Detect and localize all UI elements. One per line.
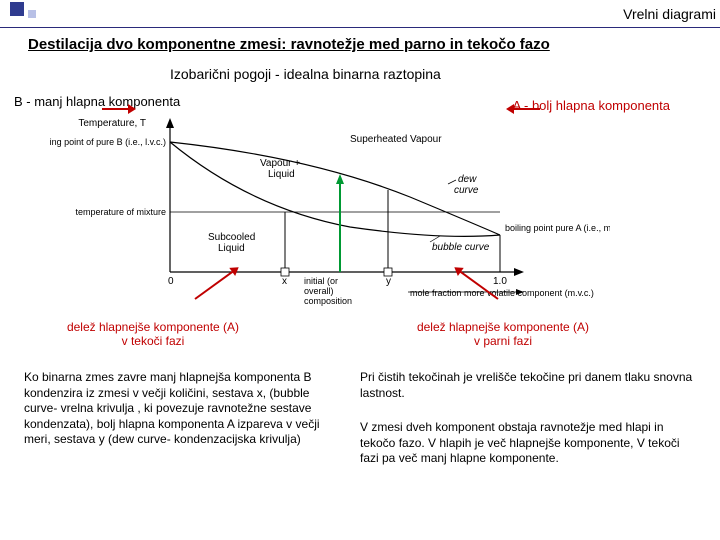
mvc-label: mole fraction more volatile component (m… [410,288,594,298]
subtitle: Izobarični pogoji - idealna binarna razt… [170,66,441,82]
header-bullet-light [28,10,36,18]
annotation-right: delež hlapnejše komponente (A) v parni f… [398,320,608,348]
axis-y: y [386,276,391,287]
header-bullet-dark [10,2,24,16]
paragraph-left: Ko binarna zmes zavre manj hlapnejša kom… [24,370,334,448]
header-bar: Vrelni diagrami [0,0,720,28]
t-mixture-label: temperature of mixture [75,207,166,217]
bubble-curve-label: bubble curve [432,242,490,253]
subcooled-label: Subcooled Liquid [208,232,258,254]
main-title: Destilacija dvo komponentne zmesi: ravno… [28,36,550,53]
annotation-right-l1: delež hlapnejše komponente (A) v parni f… [417,320,589,348]
initial-composition-label: initial (or overall) composition [304,276,352,306]
page-title: Vrelni diagrami [623,6,716,22]
axis-one: 1.0 [493,276,507,287]
annotation-left-l1: delež hlapnejše komponente (A) v tekoči … [67,320,239,348]
phase-diagram: Temperature, T boiling point of pure B (… [50,112,610,307]
arrow-to-a-icon [512,108,540,110]
axis-x: x [282,276,287,287]
bp-b-label: boiling point of pure B (i.e., l.v.c.) [50,137,166,147]
y-axis-title: Temperature, T [78,118,146,129]
bp-a-label: boiling point pure A (i.e., m.v.c) [505,223,610,233]
vapour-liquid-label: Vapour + Liquid [260,158,303,180]
superheated-label: Superheated Vapour [350,134,442,145]
dew-curve-label: dew curve [454,174,479,196]
paragraph-right-1: Pri čistih tekočinah je vrelišče tekočin… [360,370,700,401]
arrow-to-b-icon [102,108,130,110]
annotation-left: delež hlapnejše komponente (A) v tekoči … [48,320,258,348]
label-b-component: B - manj hlapna komponenta [14,94,180,109]
label-a-component: A - bolj hlapna komponenta [512,98,670,113]
paragraph-right-2: V zmesi dveh komponent obstaja ravnotežj… [360,420,700,467]
axis-zero: 0 [168,276,174,287]
